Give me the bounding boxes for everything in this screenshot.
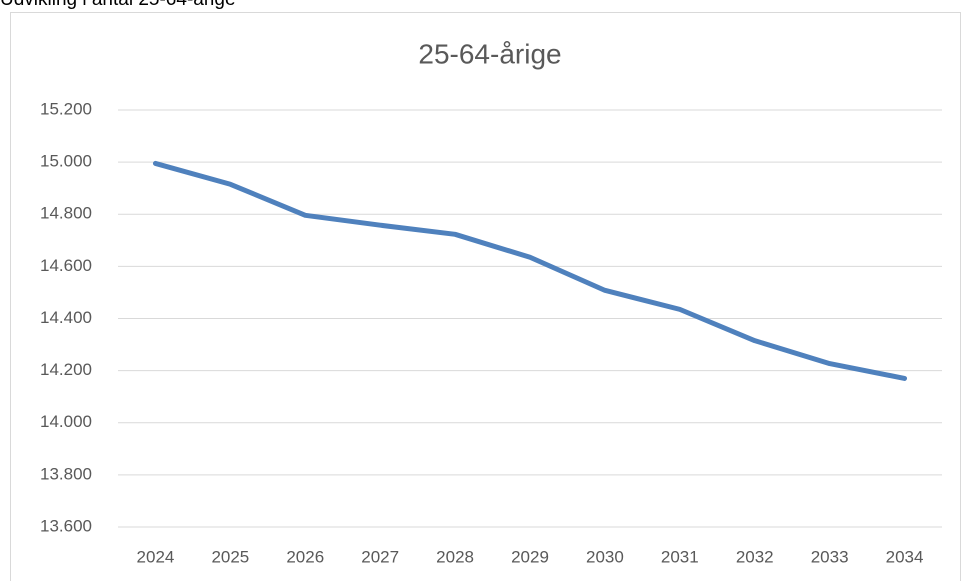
chart-frame [10,12,961,581]
line-series [152,160,908,381]
x-tick-label: 2025 [211,547,249,566]
x-tick-label: 2028 [436,547,474,566]
y-tick-label: 14.800 [40,204,92,223]
x-tick-label: 2031 [661,547,699,566]
x-tick-label: 2024 [137,547,175,566]
x-tick-label: 2027 [361,547,399,566]
x-tick-label: 2026 [286,547,324,566]
x-tick-label: 2032 [736,547,774,566]
x-tick-label: 2029 [511,547,549,566]
y-tick-label: 14.200 [40,360,92,379]
x-tick-label: 2030 [586,547,624,566]
y-tick-label: 13.600 [40,516,92,535]
chart-title: 25-64-årige [418,38,561,69]
y-tick-label: 15.200 [40,99,92,118]
header: Udvikling i antal 25-64-årige [0,0,236,10]
y-tick-label: 14.600 [40,256,92,275]
x-tick-label: 2033 [811,547,849,566]
y-tick-label: 15.000 [40,152,92,171]
y-tick-label: 13.800 [40,464,92,483]
y-tick-label: 14.400 [40,308,92,327]
x-tick-label: 2034 [886,547,924,566]
y-tick-label: 14.000 [40,412,92,431]
